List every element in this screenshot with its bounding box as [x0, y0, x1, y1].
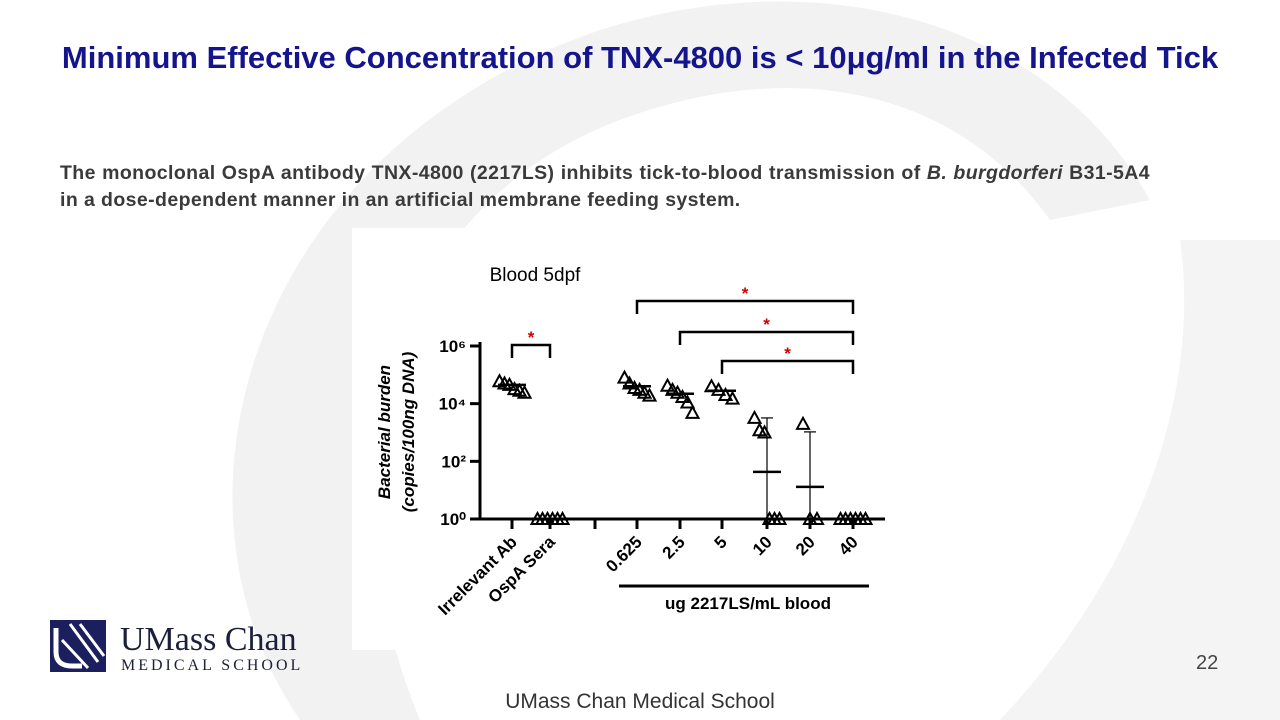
significance-bracket — [678, 330, 855, 345]
point — [746, 409, 763, 424]
y-label: Bacterial burden (copies/100ng DNA) — [375, 351, 418, 512]
chart-title: Blood 5dpf — [490, 265, 582, 286]
point — [724, 390, 741, 405]
y-label-line: Bacterial burden — [375, 365, 394, 499]
significance-star: * — [528, 328, 535, 347]
page-number: 22 — [1196, 652, 1219, 674]
x-tick-label: 2.5 — [659, 532, 689, 562]
y-tick-label: 10⁰ — [440, 510, 466, 529]
point — [616, 369, 633, 384]
group-label: ug 2217LS/mL blood — [665, 594, 831, 613]
y-label-line: (copies/100ng DNA) — [399, 351, 418, 512]
significance-star: * — [763, 315, 770, 334]
significance-bracket — [720, 359, 855, 374]
y-tick-label: 10⁶ — [439, 337, 466, 356]
x-tick-label: 0.625 — [602, 532, 646, 576]
significance-bracket — [510, 343, 552, 358]
point — [710, 381, 727, 396]
point — [679, 394, 696, 409]
logo-name: UMass Chan — [120, 621, 297, 658]
x-tick-label: 10 — [749, 532, 776, 559]
point — [809, 510, 825, 525]
point — [674, 388, 691, 404]
significance-star: * — [742, 284, 749, 303]
body-text: B31-5A4 in a dose-dependent manner in an… — [60, 162, 1151, 211]
slide-body: The monoclonal OspA antibody TNX-4800 (2… — [60, 160, 1150, 214]
body-italic: B. burgdorferi — [926, 162, 1063, 184]
footer: UMass Chan Medical School — [505, 690, 775, 713]
significance-star: * — [784, 344, 791, 363]
body-text: The monoclonal OspA antibody TNX-4800 (2… — [60, 162, 927, 184]
x-tick-label: 20 — [792, 532, 819, 559]
point — [516, 384, 533, 399]
point — [795, 415, 811, 430]
slide-title: Minimum Effective Concentration of TNX-4… — [61, 40, 1219, 75]
point — [621, 375, 638, 390]
y-tick-label: 10⁴ — [439, 395, 466, 414]
y-tick-label: 10² — [441, 452, 466, 471]
point — [771, 510, 788, 525]
point — [659, 377, 676, 392]
point — [717, 386, 734, 401]
logo: UMass Chan MEDICAL SCHOOL — [50, 620, 303, 674]
point — [669, 384, 686, 399]
point — [641, 387, 658, 402]
significance-bracket — [635, 299, 855, 314]
logo-subtitle: MEDICAL SCHOOL — [121, 657, 303, 674]
x-tick-label: 40 — [835, 532, 862, 559]
x-tick-label: 5 — [711, 532, 731, 552]
point — [684, 404, 701, 419]
